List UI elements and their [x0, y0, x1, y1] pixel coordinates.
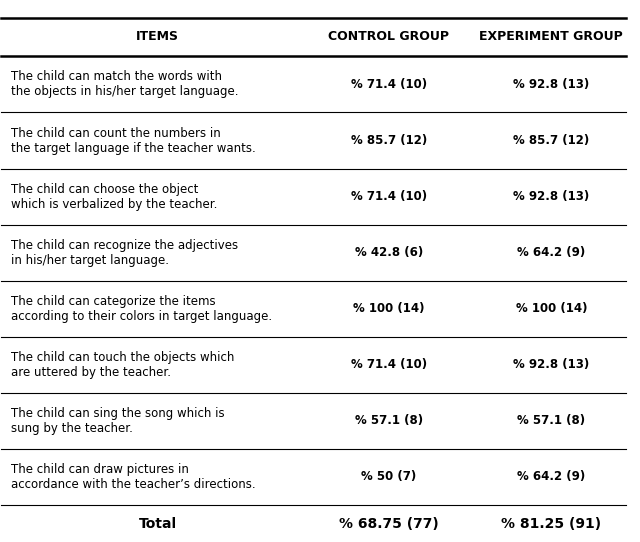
Text: EXPERIMENT GROUP: EXPERIMENT GROUP [479, 30, 623, 43]
Text: % 57.1 (8): % 57.1 (8) [517, 415, 586, 428]
Text: % 100 (14): % 100 (14) [353, 302, 424, 315]
Text: % 57.1 (8): % 57.1 (8) [355, 415, 423, 428]
Text: The child can count the numbers in
the target language if the teacher wants.: The child can count the numbers in the t… [11, 126, 255, 154]
Text: % 81.25 (91): % 81.25 (91) [501, 518, 602, 532]
Text: % 85.7 (12): % 85.7 (12) [513, 134, 589, 147]
Text: ITEMS: ITEMS [136, 30, 179, 43]
Text: % 92.8 (13): % 92.8 (13) [513, 190, 589, 203]
Text: % 64.2 (9): % 64.2 (9) [517, 246, 586, 259]
Text: The child can match the words with
the objects in his/her target language.: The child can match the words with the o… [11, 70, 238, 99]
Text: % 42.8 (6): % 42.8 (6) [355, 246, 423, 259]
Text: % 92.8 (13): % 92.8 (13) [513, 78, 589, 91]
Text: % 71.4 (10): % 71.4 (10) [351, 190, 427, 203]
Text: % 71.4 (10): % 71.4 (10) [351, 78, 427, 91]
Text: CONTROL GROUP: CONTROL GROUP [328, 30, 449, 43]
Text: The child can choose the object
which is verbalized by the teacher.: The child can choose the object which is… [11, 183, 217, 211]
Text: % 100 (14): % 100 (14) [516, 302, 587, 315]
Text: The child can touch the objects which
are uttered by the teacher.: The child can touch the objects which ar… [11, 351, 234, 379]
Text: % 71.4 (10): % 71.4 (10) [351, 358, 427, 371]
Text: Total: Total [138, 518, 177, 532]
Text: The child can draw pictures in
accordance with the teacher’s directions.: The child can draw pictures in accordanc… [11, 463, 255, 491]
Text: The child can recognize the adjectives
in his/her target language.: The child can recognize the adjectives i… [11, 238, 238, 267]
Text: % 92.8 (13): % 92.8 (13) [513, 358, 589, 371]
Text: % 50 (7): % 50 (7) [361, 470, 417, 483]
Text: The child can categorize the items
according to their colors in target language.: The child can categorize the items accor… [11, 295, 272, 322]
Text: The child can sing the song which is
sung by the teacher.: The child can sing the song which is sun… [11, 407, 225, 435]
Text: % 85.7 (12): % 85.7 (12) [351, 134, 427, 147]
Text: % 64.2 (9): % 64.2 (9) [517, 470, 586, 483]
Text: % 68.75 (77): % 68.75 (77) [339, 518, 438, 532]
